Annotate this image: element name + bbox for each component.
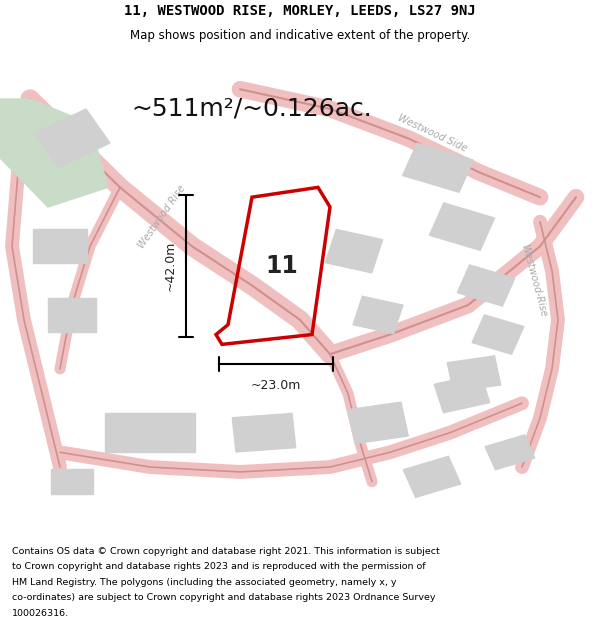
Text: ~23.0m: ~23.0m [251, 379, 301, 392]
Bar [105, 413, 195, 452]
Bar [33, 229, 87, 263]
Text: ~511m²/~0.126ac.: ~511m²/~0.126ac. [131, 97, 373, 121]
Bar [403, 456, 461, 498]
Text: to Crown copyright and database rights 2023 and is reproduced with the permissio: to Crown copyright and database rights 2… [12, 562, 425, 571]
Bar [48, 298, 96, 332]
Text: ~42.0m: ~42.0m [164, 241, 177, 291]
Bar [34, 109, 110, 168]
Text: co-ordinates) are subject to Crown copyright and database rights 2023 Ordnance S: co-ordinates) are subject to Crown copyr… [12, 593, 436, 602]
Bar [353, 296, 403, 334]
Bar [434, 374, 490, 413]
Text: 11: 11 [266, 254, 298, 278]
Bar [457, 265, 515, 306]
Polygon shape [0, 99, 108, 207]
Text: 100026316.: 100026316. [12, 609, 69, 618]
Bar [447, 356, 501, 392]
Bar [232, 414, 296, 452]
Bar [348, 402, 408, 444]
Text: 11, WESTWOOD RISE, MORLEY, LEEDS, LS27 9NJ: 11, WESTWOOD RISE, MORLEY, LEEDS, LS27 9… [124, 4, 476, 18]
Bar [325, 229, 383, 273]
Text: Westwood Side: Westwood Side [396, 113, 468, 154]
Text: HM Land Registry. The polygons (including the associated geometry, namely x, y: HM Land Registry. The polygons (includin… [12, 578, 397, 587]
Bar [430, 203, 494, 250]
Bar [403, 143, 473, 192]
Bar [472, 315, 524, 354]
Text: Westwood Rise: Westwood Rise [137, 183, 187, 250]
Text: Map shows position and indicative extent of the property.: Map shows position and indicative extent… [130, 29, 470, 42]
Text: Westwood-Rise: Westwood-Rise [520, 243, 548, 318]
Bar [485, 435, 535, 470]
Text: Contains OS data © Crown copyright and database right 2021. This information is : Contains OS data © Crown copyright and d… [12, 546, 440, 556]
Bar [51, 469, 93, 494]
